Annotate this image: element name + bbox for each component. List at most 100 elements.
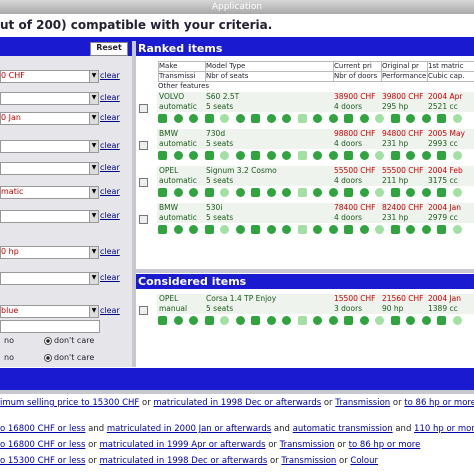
clear-link[interactable]: clear	[100, 306, 120, 315]
feature-icon	[359, 114, 369, 123]
query-link[interactable]: matriculated in 1998 Dec or afterwards	[153, 398, 322, 408]
feature-icon	[235, 225, 245, 234]
query-link[interactable]: automatic transmission	[292, 424, 393, 434]
cell: automatic	[159, 176, 197, 185]
query-link[interactable]: Transmission	[281, 456, 337, 466]
query-link[interactable]: Transmission	[335, 398, 391, 408]
feature-icon	[251, 225, 260, 234]
feature-icon	[313, 225, 322, 234]
query-link[interactable]: matriculated in 1999 Apr or afterwards	[99, 440, 266, 450]
select-arrow[interactable]: ▼	[89, 305, 99, 318]
cell: 38900 CHF	[334, 92, 376, 101]
query-link[interactable]: imum selling price to 15300 CHF	[0, 398, 140, 408]
filter-select[interactable]	[0, 92, 90, 105]
query-link[interactable]: o 16800 CHF or less	[0, 440, 86, 450]
filter-select[interactable]	[0, 140, 90, 153]
feature-icon	[220, 188, 229, 197]
filter-select[interactable]: 0 hp	[0, 246, 90, 259]
feature-icon	[421, 225, 431, 234]
clear-link[interactable]: clear	[100, 71, 120, 80]
cell: 295 hp	[382, 102, 409, 111]
feature-icon	[406, 114, 415, 123]
filter-select[interactable]	[0, 162, 90, 175]
column-header[interactable]: Nbr of seats	[205, 71, 334, 82]
query-link[interactable]: to 86 hp or more	[348, 440, 421, 450]
filter-select[interactable]	[0, 320, 100, 333]
row-marker[interactable]	[139, 141, 148, 150]
select-arrow[interactable]: ▼	[89, 92, 99, 105]
select-arrow[interactable]: ▼	[89, 140, 99, 153]
feature-icon	[282, 188, 291, 197]
cell: 5 seats	[206, 213, 234, 222]
query-link[interactable]: Colour	[350, 456, 379, 466]
radio-dot[interactable]	[44, 354, 52, 362]
query-link[interactable]: 110 hp or more	[414, 424, 474, 434]
filter-select[interactable]: blue	[0, 305, 90, 318]
filter-select[interactable]: matic	[0, 186, 90, 199]
query-op: or	[390, 398, 405, 408]
filter-select[interactable]	[0, 272, 90, 285]
clear-link[interactable]: clear	[100, 141, 120, 150]
row-marker[interactable]	[139, 104, 148, 113]
clear-link[interactable]: clear	[100, 93, 120, 102]
column-header[interactable]: Performance	[381, 71, 428, 82]
feature-icon	[189, 114, 198, 123]
radio-dot[interactable]	[44, 337, 52, 345]
clear-link[interactable]: clear	[100, 163, 120, 172]
clear-link[interactable]: clear	[100, 187, 120, 196]
feature-icon	[359, 188, 369, 197]
window-title: Application	[211, 2, 263, 12]
feature-icon	[297, 188, 307, 197]
feature-icon	[235, 114, 245, 123]
column-header[interactable]: Cubic cap.	[427, 71, 474, 82]
query-link[interactable]: o 16800 CHF or less	[0, 424, 86, 434]
feature-icon	[173, 316, 183, 325]
cell: Corsa 1.4 TP Enjoy	[206, 294, 277, 303]
cell: 2004 Feb	[428, 166, 463, 175]
query-link[interactable]: to 86 hp or more	[404, 398, 474, 408]
feature-icon	[421, 151, 431, 160]
clear-link[interactable]: clear	[100, 211, 120, 220]
feature-icon	[173, 225, 183, 234]
clear-link[interactable]: clear	[100, 247, 120, 256]
cell: 730d	[206, 129, 226, 138]
clear-link[interactable]: clear	[100, 113, 120, 122]
select-arrow[interactable]: ▼	[89, 210, 99, 223]
radio-dont-care[interactable]: don't care	[54, 353, 95, 362]
cell: 78400 CHF	[334, 203, 376, 212]
filter-select[interactable]	[0, 210, 90, 223]
query-link[interactable]: Transmission	[279, 440, 335, 450]
other-features: Other features	[158, 82, 210, 90]
filter-select[interactable]: 0 CHF	[0, 70, 90, 83]
select-arrow[interactable]: ▼	[89, 186, 99, 199]
query-link[interactable]: o 15300 CHF or less	[0, 456, 86, 466]
query-link[interactable]: matriculated in 2000 Jan or afterwards	[106, 424, 272, 434]
filter-select[interactable]: 0 Jan	[0, 112, 90, 125]
feature-icon	[173, 188, 183, 197]
select-arrow[interactable]: ▼	[89, 70, 99, 83]
select-arrow[interactable]: ▼	[89, 272, 99, 285]
feature-icon	[204, 188, 214, 197]
feature-icon	[421, 316, 431, 325]
select-arrow[interactable]: ▼	[89, 112, 99, 125]
cell: OPEL	[159, 294, 179, 303]
feature-icon	[359, 225, 369, 234]
radio-no[interactable]: no	[4, 353, 14, 362]
row-marker[interactable]	[139, 215, 148, 224]
clear-link[interactable]: clear	[100, 273, 120, 282]
reset-button[interactable]: Reset	[90, 42, 128, 56]
query-line: o 16800 CHF or less and matriculated in …	[0, 424, 474, 434]
cell: 4 doors	[334, 176, 363, 185]
row-marker[interactable]	[139, 306, 148, 315]
column-header[interactable]: Nbr of doors	[333, 71, 382, 82]
radio-no[interactable]: no	[4, 336, 14, 345]
select-arrow[interactable]: ▼	[89, 246, 99, 259]
bottom-strip	[0, 390, 474, 394]
query-link[interactable]: matriculated in 1998 Dec or afterwards	[99, 456, 268, 466]
row-marker[interactable]	[139, 178, 148, 187]
cell: 231 hp	[382, 213, 409, 222]
cell: 5 seats	[206, 304, 234, 313]
select-arrow[interactable]: ▼	[89, 162, 99, 175]
radio-dont-care[interactable]: don't care	[54, 336, 95, 345]
cell: 2521 cc	[428, 102, 458, 111]
